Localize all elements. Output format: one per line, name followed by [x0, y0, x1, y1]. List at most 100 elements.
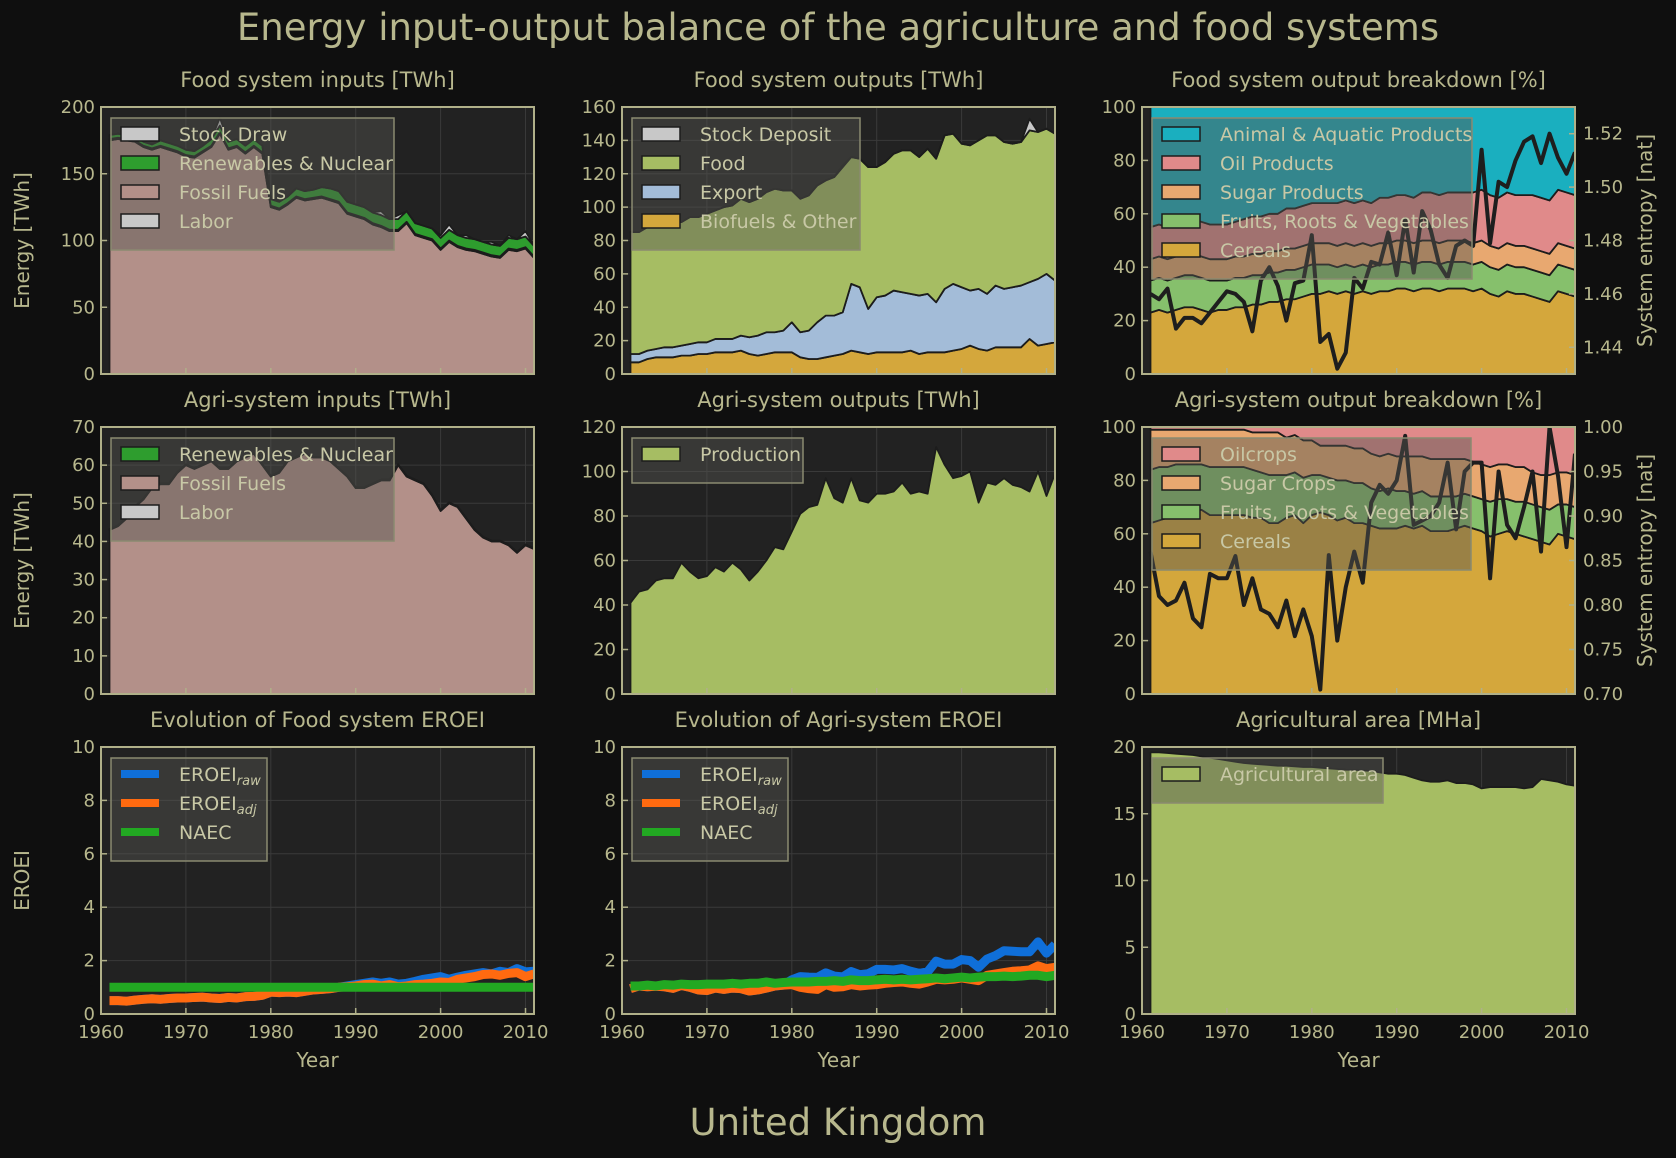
y2tick-label: 0.85: [1583, 551, 1623, 572]
area-renewables-nuclear: [108, 452, 534, 554]
legend-label: Production: [700, 444, 801, 466]
ytick-label: 5: [1125, 937, 1136, 958]
xtick-label: 2010: [1024, 1022, 1070, 1043]
legend-label: Agricultural area: [1220, 764, 1379, 786]
y2-axis-label: System entropy [nat]: [1633, 134, 1657, 347]
ytick-label: 0: [84, 364, 95, 385]
legend-label: Sugar Crops: [1220, 473, 1336, 495]
x-axis-label: Year: [1336, 1048, 1380, 1072]
legend-swatch: [1161, 213, 1201, 229]
legend: Animal & Aquatic Products Oil Products Sug…: [1151, 117, 1473, 280]
plot-body: [622, 747, 1055, 1014]
chart-agri_inputs: 0 10 20 30 40 50 60 70 Agri-system inputs [TWh] E…: [10, 388, 535, 705]
legend-swatch: [120, 126, 160, 142]
legend-label: Renewables & Nuclear: [179, 444, 393, 466]
area-production: [629, 446, 1055, 694]
y-axis-label: Energy [TWh]: [10, 492, 34, 629]
legend-label: Fossil Fuels: [179, 182, 286, 204]
plot-body: [622, 107, 1055, 374]
y-axis-label: EROEI: [10, 850, 34, 911]
xtick-label: 2000: [1459, 1022, 1505, 1043]
ytick-label: 10: [593, 737, 616, 758]
legend-label: EROEIraw: [179, 764, 261, 789]
plot-area: [101, 747, 534, 1014]
panel-title: Food system outputs [TWh]: [694, 68, 984, 92]
ytick-label: 60: [1113, 204, 1136, 225]
xtick-label: 2000: [939, 1022, 985, 1043]
ytick-label: 0: [1125, 684, 1136, 705]
legend-swatch: [120, 184, 160, 200]
y2tick-label: 0.80: [1583, 595, 1623, 616]
legend-swatch: [120, 504, 160, 520]
y-axis-label: Energy [TWh]: [10, 172, 34, 309]
ytick-label: 80: [1113, 150, 1136, 171]
legend-label: Labor: [179, 211, 233, 233]
plot-body: [1142, 747, 1575, 1014]
legend-swatch: [1161, 766, 1201, 782]
legend-label: Export: [700, 182, 762, 204]
ytick-label: 40: [593, 297, 616, 318]
ytick-label: 60: [1113, 524, 1136, 545]
plot-body: [1142, 107, 1575, 374]
panel-title: Food system output breakdown [%]: [1171, 68, 1546, 92]
panel-title: Agri-system outputs [TWh]: [697, 388, 980, 412]
legend-label: Fruits, Roots & Vegetables: [1220, 502, 1469, 524]
ytick-label: 100: [582, 462, 616, 483]
plot-frame: [621, 746, 1056, 1015]
xtick-label: 1980: [248, 1022, 294, 1043]
plot-area: [622, 747, 1055, 1014]
legend-swatch: [1161, 533, 1201, 549]
area-agricultural-area: [1149, 751, 1575, 1014]
plot-body: [622, 427, 1055, 694]
plot-body: [101, 107, 534, 374]
panel-title: Agri-system output breakdown [%]: [1175, 388, 1542, 412]
ytick-label: 10: [72, 646, 95, 667]
ytick-label: 30: [72, 570, 95, 591]
figure-title: Energy input-output balance of the agric…: [237, 6, 1439, 49]
country-label: United Kingdom: [690, 1101, 987, 1144]
x-axis-label: Year: [295, 1048, 339, 1072]
legend-label: Sugar Products: [1220, 182, 1364, 204]
ytick-label: 8: [84, 790, 95, 811]
chart-food_eroei: 0 2 4 6 8 10 1960 1970 1980 1990 2000 2010 Evolution…: [10, 708, 548, 1072]
chart-food_inputs: 0 50 100 150 200 Food system inputs [TWh] Ener…: [10, 68, 535, 385]
ytick-label: 2: [605, 951, 616, 972]
legend-swatch: [1161, 184, 1201, 200]
legend-swatch: [641, 184, 681, 200]
ytick-label: 10: [1113, 871, 1136, 892]
ytick-label: 20: [1113, 311, 1136, 332]
line-naec: [630, 970, 1055, 991]
legend-swatch: [120, 446, 160, 462]
ytick-label: 0: [605, 364, 616, 385]
ytick-label: 2: [84, 951, 95, 972]
ytick-label: 20: [593, 640, 616, 661]
xtick-label: 1960: [78, 1022, 124, 1043]
ytick-label: 100: [61, 231, 95, 252]
ytick-label: 20: [593, 331, 616, 352]
ytick-label: 80: [1113, 470, 1136, 491]
panel-title: Evolution of Food system EROEI: [150, 708, 485, 732]
legend: Production: [631, 437, 804, 484]
ytick-label: 0: [84, 1004, 95, 1025]
plot-frame: [100, 426, 535, 695]
chart-food_outputs: 0 20 40 60 80 100 120 140 160 Food system outputs…: [582, 68, 1056, 385]
ytick-label: 40: [1113, 577, 1136, 598]
ytick-label: 80: [593, 506, 616, 527]
y2tick-label: 0.70: [1583, 684, 1623, 705]
xtick-label: 1990: [333, 1022, 379, 1043]
xtick-label: 2010: [503, 1022, 549, 1043]
area-animal-aquatic-products: [1149, 107, 1575, 229]
ytick-label: 4: [84, 897, 95, 918]
ytick-label: 150: [61, 164, 95, 185]
legend-label: Labor: [179, 502, 233, 524]
legend: Stock Deposit Food Export Biofuels & Other: [631, 117, 861, 251]
legend-swatch: [1161, 126, 1201, 142]
legend-label: Stock Deposit: [700, 124, 831, 146]
legend-swatch: [641, 126, 681, 142]
xtick-label: 1980: [769, 1022, 815, 1043]
legend-label: Oil Products: [1220, 153, 1334, 175]
legend-label: Food: [700, 153, 746, 175]
entropy-line: [1148, 427, 1575, 692]
legend: Renewables & Nuclear Fossil Fuels Labor: [110, 437, 395, 542]
